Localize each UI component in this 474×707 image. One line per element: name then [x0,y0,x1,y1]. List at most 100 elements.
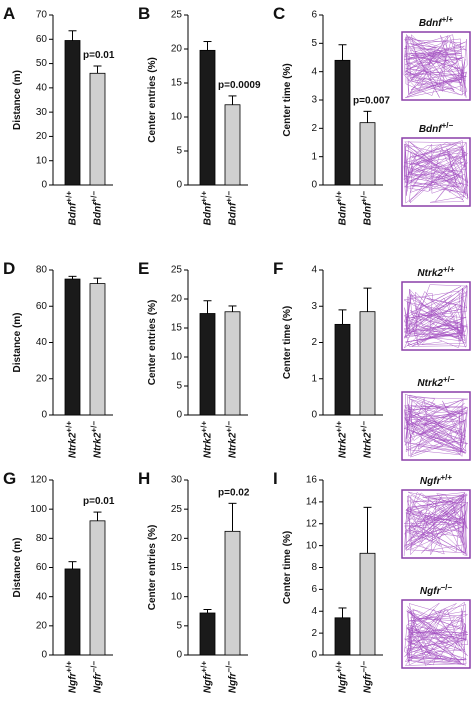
y-tick-label: 20 [171,44,183,55]
x-tick-label: Ngfr+/+ [200,661,214,693]
bar [199,612,216,656]
panel-letter: H [138,469,150,488]
x-tick-label: Ntrk2+/+ [65,421,79,458]
p-value: p=0.0009 [218,80,261,91]
panel-letter: G [3,469,16,488]
x-tick-label: Ntrk2+/− [225,421,239,458]
y-tick-label: 10 [171,112,183,123]
y-tick-label: 4 [311,606,317,617]
y-tick-label: 10 [306,540,318,551]
track-label: Ntrk2+/+ [417,265,454,279]
y-axis-label: Center time (%) [282,63,293,136]
y-tick-label: 40 [36,82,48,93]
panel-letter: F [273,259,283,278]
y-tick-label: 0 [41,180,47,191]
y-tick-label: 0 [176,410,182,421]
y-tick-label: 3 [311,95,317,106]
y-tick-label: 0 [41,650,47,661]
bar [199,49,216,186]
y-tick-label: 1 [311,151,317,162]
bar [89,283,106,416]
y-tick-label: 2 [311,628,317,639]
x-tick-label: Bdnf+/+ [335,191,349,226]
x-tick-label: Bdnf+/+ [200,191,214,226]
y-tick-label: 25 [171,10,183,21]
x-tick-label: Bdnf+/− [90,191,104,226]
y-axis-label: Distance (m) [12,537,23,597]
track-label: Ngfr+/+ [420,473,452,487]
y-tick-label: 6 [311,10,317,21]
panel-letter: I [273,469,278,488]
track-path [403,491,469,557]
y-tick-label: 60 [36,301,48,312]
y-tick-label: 15 [171,78,183,89]
bar [64,40,81,186]
x-tick-label: Ngfr−/− [360,661,374,693]
track-path [403,33,468,99]
x-tick-label: Bdnf+/− [360,191,374,226]
y-tick-label: 0 [176,650,182,661]
y-tick-label: 20 [171,533,183,544]
y-tick-label: 20 [36,620,48,631]
bar [199,313,216,416]
panel-letter: B [138,4,150,23]
y-tick-label: 20 [36,131,48,142]
y-tick-label: 1 [311,373,317,384]
x-tick-label: Ngfr−/− [225,661,239,693]
y-tick-label: 20 [171,294,183,305]
track-path [403,140,469,204]
y-tick-label: 16 [306,475,318,486]
bar [224,311,241,416]
y-tick-label: 30 [171,475,183,486]
y-axis-label: Center time (%) [282,531,293,604]
y-axis-label: Center time (%) [282,306,293,379]
panel-letter: C [273,4,285,23]
x-tick-label: Ntrk2+/− [90,421,104,458]
y-tick-label: 80 [36,533,48,544]
y-tick-label: 30 [36,107,48,118]
p-value: p=0.01 [83,50,115,61]
p-value: p=0.007 [353,95,390,106]
bar [359,311,376,416]
y-tick-label: 70 [36,10,48,21]
bar [359,122,376,186]
y-tick-label: 80 [36,265,48,276]
x-tick-label: Ngfr+/+ [335,661,349,693]
y-axis-label: Center entries (%) [147,525,158,611]
y-tick-label: 40 [36,337,48,348]
bar [64,278,81,416]
y-tick-label: 25 [171,504,183,515]
track-label: Bdnf+/+ [419,15,454,29]
y-tick-label: 60 [36,34,48,45]
y-tick-label: 0 [41,410,47,421]
panel-letter: E [138,259,149,278]
y-tick-label: 0 [311,180,317,191]
y-tick-label: 25 [171,265,183,276]
y-tick-label: 12 [306,518,318,529]
y-tick-label: 5 [311,38,317,49]
x-tick-label: Bdnf+/+ [65,191,79,226]
p-value: p=0.02 [218,487,250,498]
y-tick-label: 0 [176,180,182,191]
y-tick-label: 60 [36,562,48,573]
y-tick-label: 0 [311,410,317,421]
y-tick-label: 10 [36,155,48,166]
y-axis-label: Center entries (%) [147,57,158,143]
y-tick-label: 40 [36,591,48,602]
y-tick-label: 15 [171,323,183,334]
panel-letter: D [3,259,15,278]
bar [334,323,351,416]
bar [89,520,106,656]
y-axis-label: Distance (m) [12,70,23,130]
bar [334,59,351,186]
bar [334,617,351,656]
y-tick-label: 50 [36,58,48,69]
y-axis-label: Distance (m) [12,312,23,372]
x-tick-label: Ntrk2+/− [360,421,374,458]
bar [64,568,81,656]
y-tick-label: 4 [311,66,317,77]
y-tick-label: 120 [30,475,47,486]
y-axis-label: Center entries (%) [147,300,158,386]
bar [89,72,106,186]
